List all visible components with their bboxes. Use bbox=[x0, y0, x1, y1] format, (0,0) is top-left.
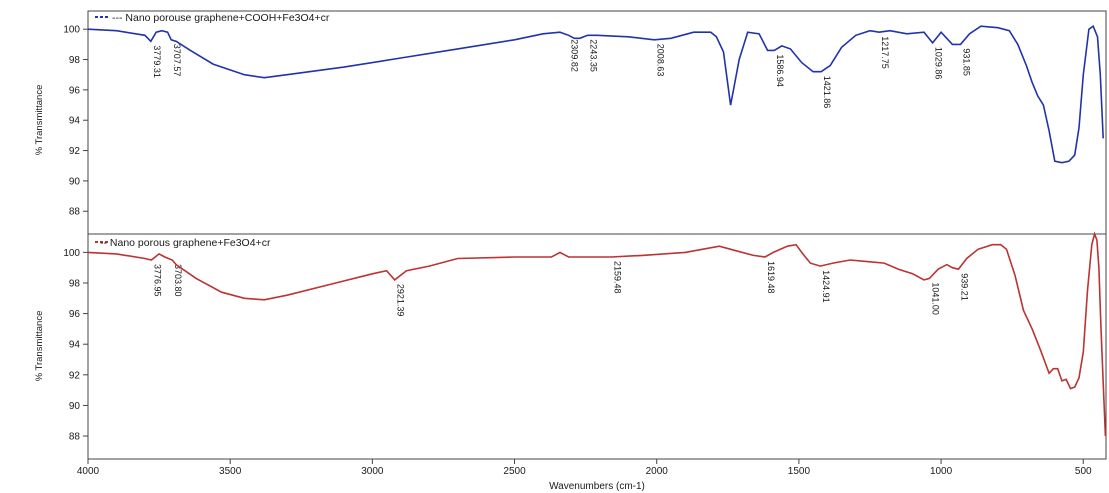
bottom-peak-label: 3703.80 bbox=[173, 264, 183, 297]
x-tick-label: 1000 bbox=[930, 466, 953, 477]
top-peak-label: 1029.86 bbox=[934, 47, 944, 80]
bottom-peak-label: 939.21 bbox=[959, 273, 969, 301]
bottom-spectrum-panel: -- Nano porous graphene+Fe3O4+cr % Trans… bbox=[34, 231, 1107, 492]
bottom-y-ticks: 88 90 92 94 96 98 100 bbox=[63, 248, 88, 443]
bottom-legend-label: -- Nano porous graphene+Fe3O4+cr bbox=[100, 237, 271, 249]
top-y-ticks: 88 90 92 94 96 98 100 bbox=[63, 25, 88, 218]
top-peak-label: 931.85 bbox=[962, 48, 972, 76]
top-y-tick-label: 94 bbox=[69, 116, 81, 127]
top-spectrum-line bbox=[87, 24, 1104, 164]
top-peak-label: 2243.35 bbox=[589, 39, 599, 72]
bottom-y-tick-label: 88 bbox=[69, 432, 81, 443]
bottom-peak-label: 2159.48 bbox=[612, 261, 622, 294]
bottom-peak-label: 2921.39 bbox=[396, 284, 406, 317]
top-spectrum-panel: --- Nano porouse graphene+COOH+Fe3O4+cr … bbox=[34, 10, 1107, 235]
top-y-tick-label: 90 bbox=[69, 176, 81, 187]
bottom-spectrum-line bbox=[87, 231, 1107, 437]
x-tick-label: 2000 bbox=[646, 466, 669, 477]
top-y-tick-label: 88 bbox=[69, 207, 81, 218]
top-peak-label: 2008.63 bbox=[655, 44, 665, 77]
top-peak-label: 3779.31 bbox=[152, 45, 162, 78]
top-peak-label: 1421.86 bbox=[822, 76, 832, 109]
top-y-tick-label: 96 bbox=[69, 85, 81, 96]
top-y-tick-label: 98 bbox=[69, 55, 81, 66]
bottom-peak-label: 1041.00 bbox=[930, 282, 940, 315]
bottom-peak-label: 1619.48 bbox=[766, 261, 776, 294]
bottom-y-tick-label: 100 bbox=[63, 248, 80, 259]
top-peak-label: 1586.94 bbox=[775, 54, 785, 87]
x-tick-label: 3000 bbox=[361, 466, 384, 477]
bottom-y-tick-label: 92 bbox=[69, 370, 81, 381]
x-axis-label: Wavenumbers (cm-1) bbox=[549, 481, 645, 492]
x-tick-label: 3500 bbox=[219, 466, 242, 477]
bottom-peak-label: 3776.95 bbox=[152, 264, 162, 297]
bottom-y-axis-label: % Transmittance bbox=[34, 311, 45, 382]
bottom-peak-labels: 3776.95 3703.80 2921.39 2159.48 1619.48 1424.… bbox=[152, 261, 969, 316]
bottom-y-tick-label: 94 bbox=[69, 340, 81, 351]
top-legend-label: --- Nano porouse graphene+COOH+Fe3O4+cr bbox=[112, 12, 330, 24]
top-peak-label: 3707.57 bbox=[172, 44, 182, 77]
top-peak-label: 1217.75 bbox=[880, 36, 890, 69]
x-axis-ticks: 4000 3500 3000 2500 2000 1500 1000 500 bbox=[77, 459, 1092, 477]
bottom-y-tick-label: 90 bbox=[69, 401, 81, 412]
top-y-tick-label: 92 bbox=[69, 146, 81, 157]
x-tick-label: 2500 bbox=[503, 466, 526, 477]
top-peak-labels: 3779.31 3707.57 2309.82 2243.35 2008.63 1586.… bbox=[152, 36, 972, 108]
bottom-plot-frame bbox=[87, 233, 1107, 460]
x-tick-label: 500 bbox=[1075, 466, 1092, 477]
bottom-peak-label: 1424.91 bbox=[821, 270, 831, 303]
bottom-y-tick-label: 96 bbox=[69, 309, 81, 320]
top-y-tick-label: 100 bbox=[63, 25, 80, 36]
top-peak-label: 2309.82 bbox=[570, 39, 580, 72]
x-tick-label: 4000 bbox=[77, 466, 100, 477]
x-tick-label: 1500 bbox=[788, 466, 811, 477]
top-y-axis-label: % Transmittance bbox=[34, 85, 45, 156]
bottom-y-tick-label: 98 bbox=[69, 278, 81, 289]
